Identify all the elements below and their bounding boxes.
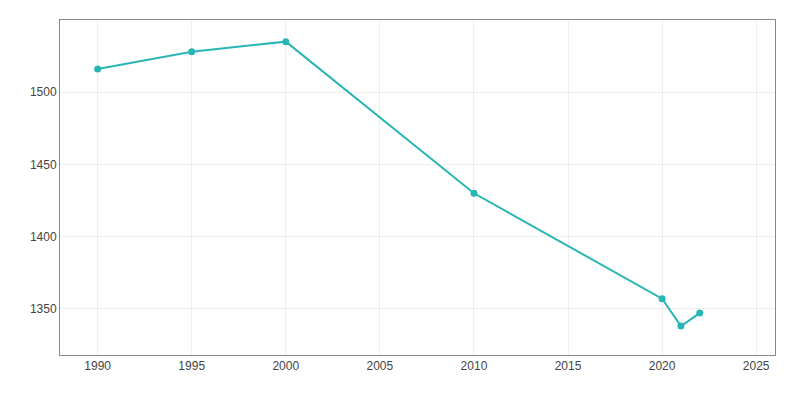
svg-text:1450: 1450 — [30, 158, 57, 172]
svg-text:2010: 2010 — [461, 359, 488, 373]
svg-text:2020: 2020 — [649, 359, 676, 373]
svg-text:1990: 1990 — [84, 359, 111, 373]
svg-text:1400: 1400 — [30, 230, 57, 244]
svg-text:1995: 1995 — [178, 359, 205, 373]
svg-text:2000: 2000 — [272, 359, 299, 373]
svg-text:2025: 2025 — [743, 359, 770, 373]
svg-text:2015: 2015 — [555, 359, 582, 373]
svg-text:1350: 1350 — [30, 302, 57, 316]
svg-text:2005: 2005 — [367, 359, 394, 373]
svg-text:1500: 1500 — [30, 85, 57, 99]
